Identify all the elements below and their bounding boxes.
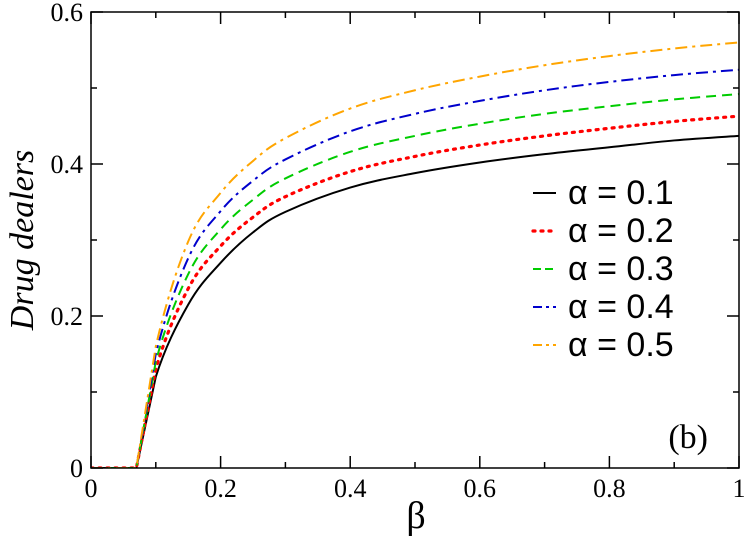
x-tick-label: 1 <box>733 474 746 503</box>
x-tick-label: 0.2 <box>204 474 237 503</box>
x-tick-label: 0.4 <box>334 474 367 503</box>
series-line-2 <box>91 114 739 468</box>
series-line-4 <box>91 68 739 468</box>
legend-item-2: α = 0.2 <box>531 212 674 250</box>
x-tick-label: 0.8 <box>593 474 626 503</box>
legend-item-5: α = 0.5 <box>533 326 674 364</box>
series-line-1 <box>91 134 739 468</box>
y-axis-title: Drug dealers <box>4 150 41 331</box>
legend-item-4: α = 0.4 <box>533 288 674 326</box>
x-tick-label: 0 <box>85 474 98 503</box>
legend-label: α = 0.5 <box>568 326 674 364</box>
legend-label: α = 0.2 <box>568 212 674 250</box>
legend-label: α = 0.3 <box>568 250 674 288</box>
panel-label: (b) <box>668 419 708 456</box>
series-line-5 <box>91 41 739 468</box>
series-line-3 <box>91 93 739 468</box>
y-tick-label: 0.2 <box>51 302 84 331</box>
x-tick-label: 0.6 <box>464 474 497 503</box>
axis-tick-labels: 0 0.2 0.4 0.6 0.8 1 0 0.2 0.4 0.6 <box>51 0 746 503</box>
plot-lines <box>91 41 739 468</box>
legend-item-3: α = 0.3 <box>533 250 674 288</box>
legend-label: α = 0.4 <box>568 288 674 326</box>
y-tick-label: 0.6 <box>51 0 84 27</box>
y-tick-label: 0 <box>70 454 83 483</box>
y-tick-label: 0.4 <box>51 150 84 179</box>
x-axis-title: β <box>406 495 425 537</box>
axis-ticks <box>90 11 740 469</box>
legend-item-1: α = 0.1 <box>533 174 674 212</box>
legend: α = 0.1α = 0.2α = 0.3α = 0.4α = 0.5 <box>531 174 674 364</box>
legend-label: α = 0.1 <box>568 174 674 212</box>
